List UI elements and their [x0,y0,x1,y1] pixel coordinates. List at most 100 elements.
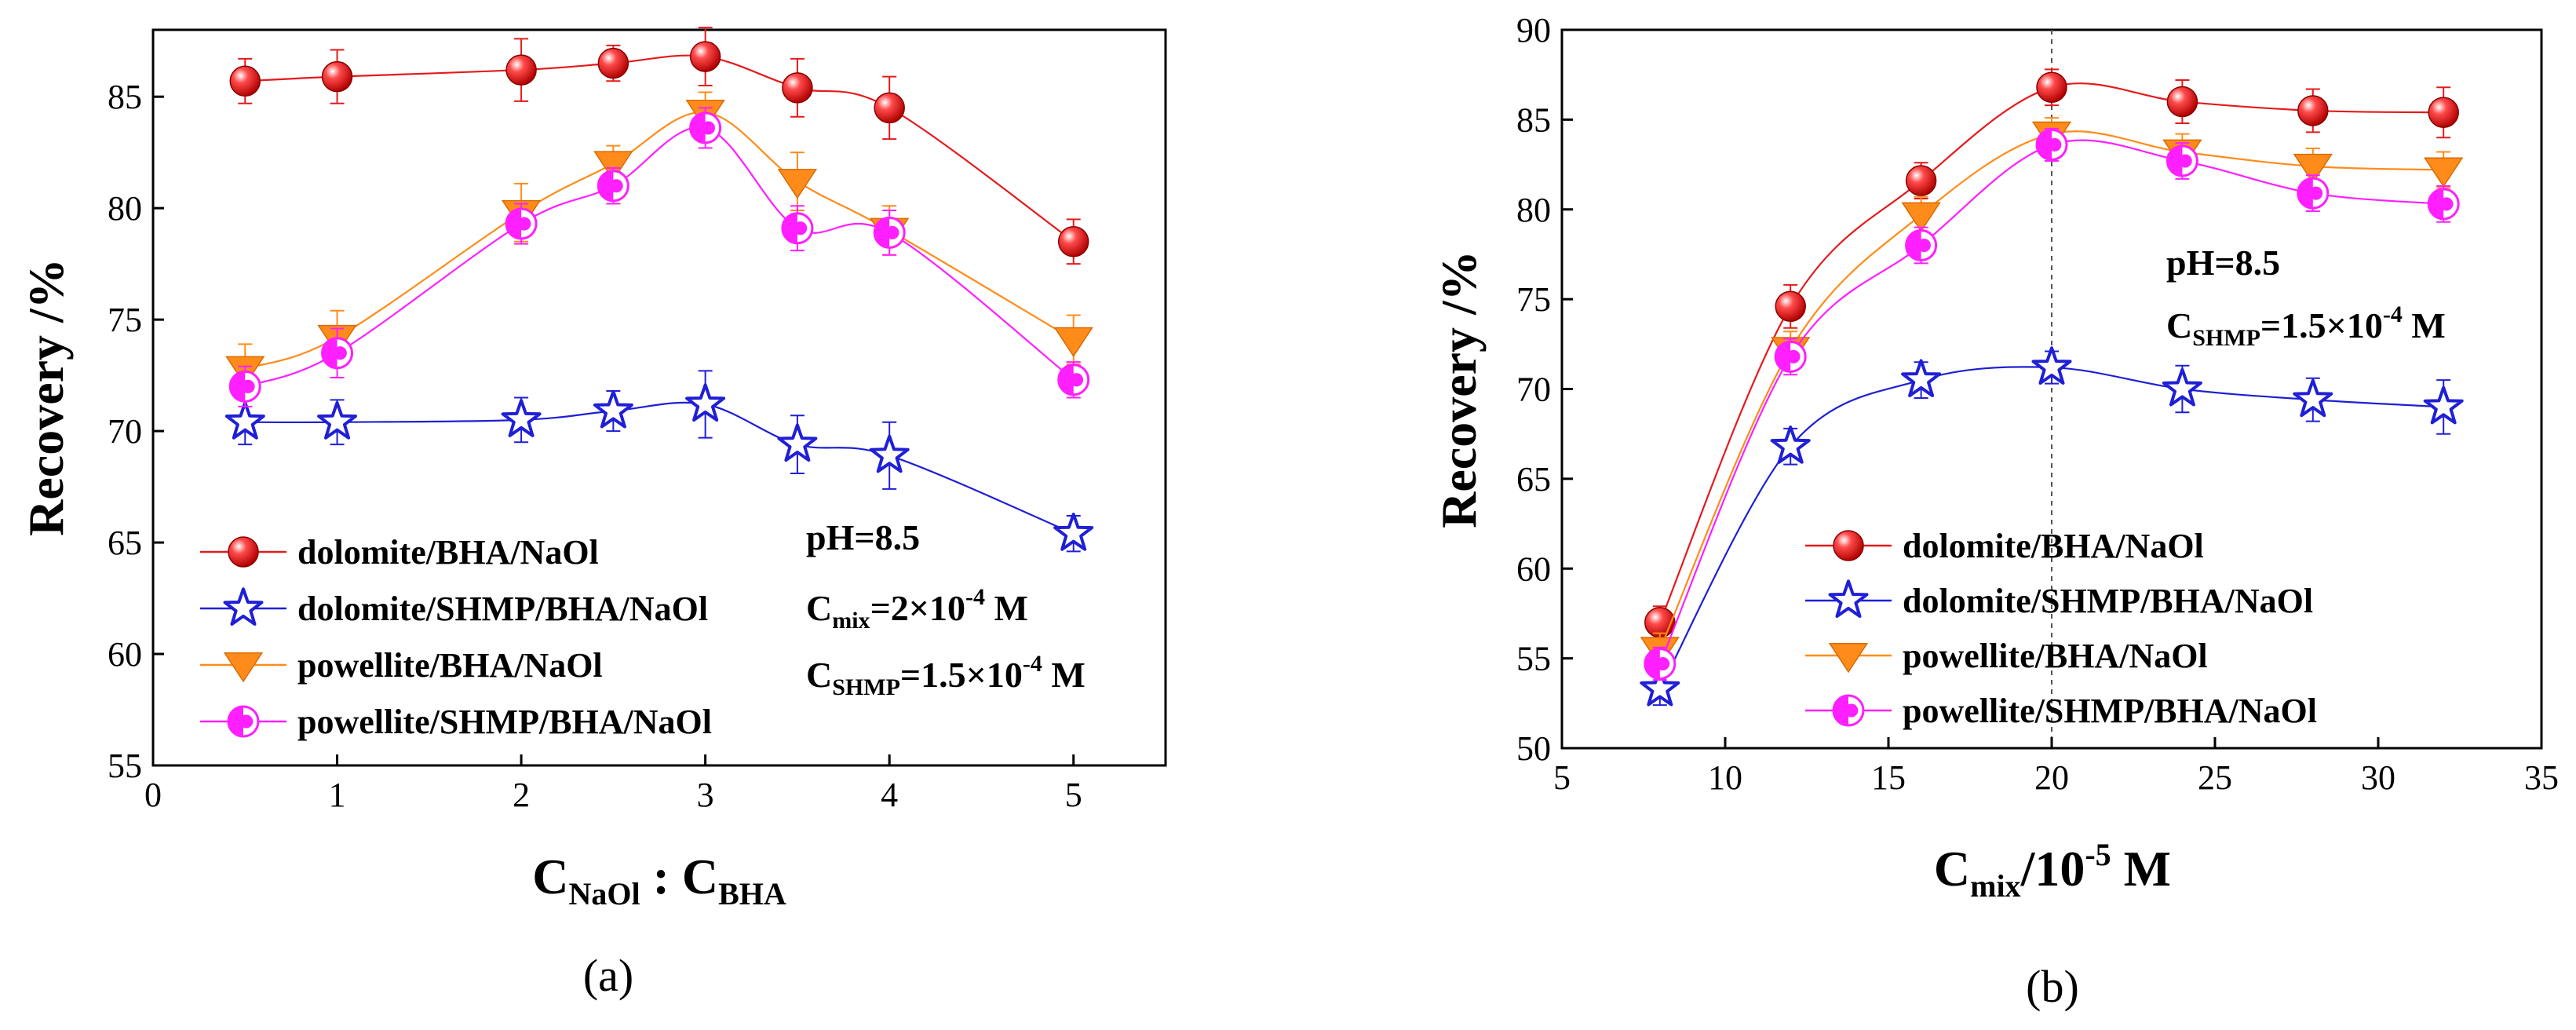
chart-b-cshmp-sub: SHMP [2192,325,2260,351]
chart-b-x-title-main: C [1934,841,1970,897]
chart-a-point-fill [598,170,614,201]
chart-a-series-1-line [245,401,1075,535]
chart-b-point-dot [1786,349,1801,363]
chart-a-cshmp-unit: M [1042,655,1085,695]
chart-b-legend-label: powellite/BHA/NaOl [1903,637,2208,675]
chart-b-point [2428,97,2459,128]
chart-b-point-fill [1775,342,1791,372]
chart-a-legend-entry: dolomite/SHMP/BHA/NaOl [200,587,708,628]
chart-b-point [2297,177,2330,210]
chart-a-point-fill [874,217,890,248]
chart-b-y-tick-label: 90 [1516,11,1551,49]
chart-b-ph-annotation: pH=8.5 [2166,243,2280,283]
chart-a-legend-marker [223,587,264,626]
chart-b-legend-marker [1832,694,1865,727]
chart-a-point [321,60,353,93]
chart-a-legend-marker [228,536,259,568]
chart-a-y-tick-label: 75 [108,301,142,339]
chart-a-point [777,169,818,199]
chart-b-point [2036,71,2067,103]
chart-b-point [1770,426,1811,464]
chart-a-point [505,54,537,86]
chart-b-point-fill [2297,178,2313,209]
chart-a-point [874,92,905,124]
chart-a-point [229,65,261,97]
chart-a-y-tick-label: 55 [108,747,142,785]
chart-a-cmix-sup: -4 [965,584,985,610]
chart-b-legend-marker [1828,579,1869,618]
chart-a-ph-annotation: pH=8.5 [806,517,920,557]
chart-b-panel-label: (b) [2026,961,2079,1012]
chart-b-x-tick-label: 35 [2524,758,2559,797]
chart-a-point [593,151,633,181]
chart-b-legend-marker-fill [1833,696,1848,725]
chart-b-cshmp-unit: M [2403,305,2446,345]
chart-a-point [1053,513,1094,551]
chart-a-x-title-sub2: BHA [718,876,786,911]
chart-b-point-fill [2428,188,2444,219]
chart-a-x-ticks: 0 1 2 3 4 5 [144,754,1082,814]
chart-a-point [593,389,633,429]
chart-b-y-tick-label: 85 [1516,100,1551,139]
chart-a-point [597,170,629,203]
chart-b-legend: dolomite/BHA/NaOl dolomite/SHMP/BHA/NaOl p… [1805,527,2317,730]
chart-a-x-tick-label: 1 [329,776,346,814]
chart-b-legend-marker [1828,643,1869,674]
chart-a-y-axis-title: Recovery /% [18,258,74,536]
chart-a-series [224,27,1094,553]
chart-a-point [869,434,910,473]
chart-b-x-tick-label: 15 [1871,758,1906,797]
chart-b-legend-entry: dolomite/BHA/NaOl [1805,527,2204,565]
chart-b-y-tick-label: 50 [1516,729,1551,768]
chart-b-series-2-line [1658,130,2444,650]
chart-b-y-tick-label: 70 [1516,371,1551,409]
chart-a-point-fill [782,213,797,243]
chart-b-point [1775,290,1806,323]
chart-a-point [1053,327,1093,357]
chart-a-y-tick-label: 60 [108,635,142,674]
chart-a-point-dot [333,346,347,360]
chart-b-point [2427,188,2460,221]
chart-a-point-dot [609,179,623,193]
chart-a-cmix-annotation: Cmix=2×10-4 M [806,584,1028,634]
chart-b-x-ticks: 5 10 15 20 25 30 35 [1553,737,2559,797]
chart-a-legend-marker [223,652,264,683]
chart-a-x-title-sep: : C [640,849,719,904]
chart-a-legend-label: dolomite/BHA/NaOl [297,533,599,572]
chart-a-x-title-main: C [532,849,568,904]
chart-a-x-tick-label: 2 [513,776,530,814]
chart-b-point-dot [2048,137,2062,152]
chart-a-cshmp-sup: -4 [1023,651,1042,677]
chart-a-x-tick-label: 4 [881,776,898,814]
chart-b-legend-label: dolomite/SHMP/BHA/NaOl [1903,582,2313,620]
chart-a-cshmp-main: C [806,655,832,695]
chart-a-cshmp-mid: =1.5×10 [900,655,1023,695]
chart-b-point [2297,95,2329,126]
chart-a-x-tick-label: 5 [1065,776,1082,814]
chart-a-y-tick-label: 65 [108,524,142,562]
chart-a-point [1057,363,1090,396]
chart-a-legend-entry: dolomite/BHA/NaOl [200,533,599,572]
chart-a-series-3-line [244,126,1075,388]
chart-a-legend-label: powellite/SHMP/BHA/NaOl [297,703,712,741]
chart-a: 0 1 2 3 4 5 55 60 65 70 75 80 85 Recovery /% CNaOl … [18,27,1167,1001]
chart-b-y-tick-label: 65 [1516,460,1551,499]
chart-a-series-2-line [244,111,1075,370]
chart-b: 5 10 15 20 25 30 35 50 55 60 65 70 75 80 85 90 Recover… [1431,11,2559,1012]
chart-b-legend-label: dolomite/BHA/NaOl [1903,527,2204,565]
chart-b-point [1905,229,1938,261]
chart-b-point-dot [1656,656,1670,671]
chart-b-point [2166,144,2198,177]
chart-a-cmix-main: C [806,588,832,628]
chart-a-point-dot [241,379,255,393]
chart-b-point [2293,153,2333,184]
chart-b-cshmp-sup: -4 [2383,301,2403,327]
chart-a-point [597,47,629,79]
chart-a-cshmp-annotation: CSHMP=1.5×10-4 M [806,651,1085,700]
chart-b-point [2293,378,2333,418]
chart-b-x-title-sub: mix [1970,868,2020,904]
chart-b-cshmp-annotation: CSHMP=1.5×10-4 M [2166,301,2446,351]
chart-b-point [1901,359,1942,397]
chart-a-point [689,111,722,144]
